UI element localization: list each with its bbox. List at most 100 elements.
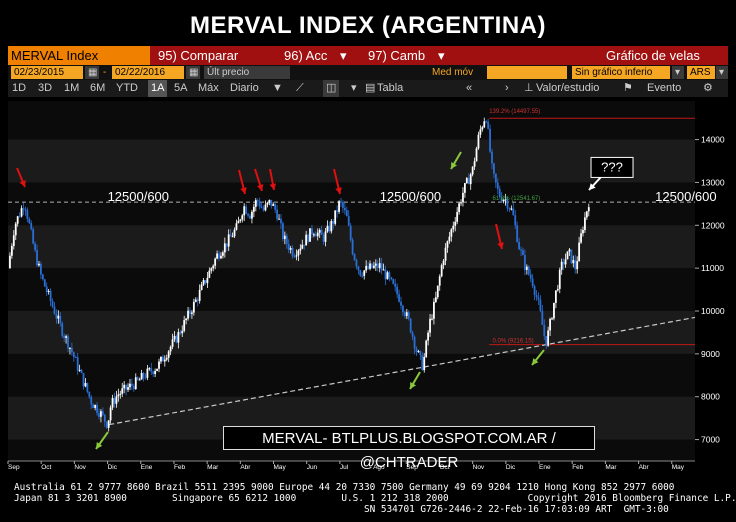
period-5a[interactable]: 5A: [174, 82, 188, 94]
red-arrow-icon-head: [497, 242, 504, 249]
candle-body: [398, 294, 400, 302]
candle-body: [400, 301, 402, 306]
candle-body: [252, 206, 255, 212]
candle-body: [518, 241, 521, 250]
candle-body: [274, 204, 277, 210]
candle-body: [82, 373, 85, 387]
candle-body: [70, 347, 73, 353]
ma-field[interactable]: [487, 66, 567, 79]
y-tick-label: 9000: [701, 349, 720, 359]
chevron-down-icon[interactable]: ▾: [716, 66, 728, 79]
line-chart-icon[interactable]: ⟋: [296, 82, 304, 94]
candle-body: [510, 208, 513, 210]
period-1d[interactable]: 1D: [12, 82, 27, 94]
x-tick-label: Oct: [439, 464, 449, 471]
field-select[interactable]: Últ precio: [204, 66, 290, 79]
candle-body: [367, 265, 369, 269]
candle-body: [582, 230, 584, 234]
candle-body: [283, 235, 286, 240]
camb-menu[interactable]: 97) Camb: [368, 48, 426, 63]
period-1m[interactable]: 1M: [64, 82, 80, 94]
acc-menu[interactable]: 96) Acc: [284, 48, 328, 63]
calendar-icon[interactable]: ▦: [85, 66, 99, 79]
date-from-field[interactable]: 02/23/2015: [11, 66, 83, 79]
candle-body: [221, 252, 224, 256]
grid-band: [8, 311, 695, 354]
candle-body: [537, 297, 540, 300]
candle-chart-icon[interactable]: ◫: [323, 80, 340, 97]
candle-body: [378, 263, 381, 269]
candle-body: [481, 127, 484, 130]
chevron-down-icon[interactable]: ▾: [351, 82, 357, 94]
candle-body: [442, 260, 445, 266]
candle-body: [266, 202, 269, 205]
candle-body: [301, 244, 304, 249]
candle-body: [264, 204, 267, 211]
candle-body: [69, 347, 71, 349]
candle-body: [146, 368, 149, 378]
scroll-right-icon[interactable]: ›: [505, 82, 509, 94]
red-arrow-icon-head: [240, 187, 247, 194]
period-3d[interactable]: 3D: [38, 82, 53, 94]
candle-body: [545, 336, 548, 346]
acc-dropdown-icon[interactable]: ▾: [340, 48, 347, 63]
chevron-down-icon[interactable]: ▼: [272, 82, 283, 94]
chevron-down-icon[interactable]: ▾: [672, 66, 684, 79]
gear-icon[interactable]: ⚙: [703, 82, 713, 94]
candle-body: [535, 294, 538, 298]
candle-body: [218, 253, 220, 259]
candle-body: [425, 340, 428, 357]
x-tick-label: Sep: [8, 464, 20, 471]
table-button[interactable]: Tabla: [377, 82, 404, 94]
candle-body: [520, 249, 522, 251]
scroll-left-icon[interactable]: «: [466, 82, 473, 94]
period-6m[interactable]: 6M: [90, 82, 106, 94]
candle-body: [444, 247, 447, 261]
candle-body: [403, 312, 406, 316]
candle-body: [107, 420, 110, 428]
candle-body: [556, 288, 559, 291]
candle-body: [173, 335, 176, 340]
candle-body: [343, 207, 346, 211]
period-máx[interactable]: Máx: [198, 82, 219, 94]
candle-body: [160, 356, 162, 362]
candle-body: [539, 299, 542, 311]
candle-body: [45, 286, 48, 292]
candle-body: [96, 404, 98, 414]
candle-body: [109, 407, 112, 421]
candle-body: [332, 221, 335, 224]
period-ytd[interactable]: YTD: [116, 82, 138, 94]
candle-body: [177, 332, 180, 343]
candle-body: [533, 286, 536, 295]
candle-body: [144, 377, 147, 379]
candle-body: [326, 225, 329, 232]
value-study-button[interactable]: Valor/estudio: [536, 82, 600, 94]
y-tick-label: 11000: [701, 263, 724, 273]
event-button[interactable]: Evento: [647, 82, 682, 94]
red-arrow-icon-head: [19, 180, 26, 187]
green-arrow-icon-head: [451, 162, 458, 169]
moving-average-label[interactable]: Med móv: [432, 67, 474, 78]
candle-body: [245, 206, 248, 214]
lower-chart-select[interactable]: Sin gráfico inferio: [572, 66, 670, 79]
candle-body: [543, 324, 546, 337]
candle-body: [272, 204, 275, 206]
candle-body: [289, 247, 292, 250]
candle-body: [270, 199, 273, 206]
date-to-field[interactable]: 02/22/2016: [112, 66, 184, 79]
frequency-select[interactable]: Diario: [230, 82, 259, 94]
calendar-icon[interactable]: ▦: [186, 66, 200, 79]
currency-field[interactable]: ARS: [687, 66, 715, 79]
red-arrow-icon-head: [335, 187, 342, 194]
compare-menu[interactable]: 95) Comparar: [158, 48, 239, 63]
callout-box: [590, 156, 634, 178]
chart-type-label[interactable]: Gráfico de velas: [606, 48, 700, 63]
chart-labels: 12500/600 12500/600 12500/600??? 139.2% (14…: [108, 109, 717, 345]
ticker-field[interactable]: MERVAL Index: [8, 46, 150, 65]
candle-body: [36, 250, 38, 266]
camb-dropdown-icon[interactable]: ▾: [438, 48, 445, 63]
candle-body: [51, 301, 54, 307]
period-1a[interactable]: 1A: [148, 80, 168, 97]
candlestick-chart[interactable]: 12500/600 12500/600 12500/600??? 139.2% (14…: [0, 97, 736, 471]
x-tick-label: Abr: [240, 464, 251, 471]
